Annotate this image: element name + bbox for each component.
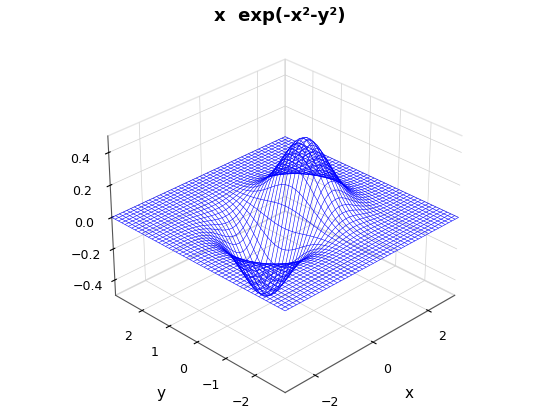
- X-axis label: x: x: [405, 386, 414, 401]
- Title: x  exp(-x²-y²): x exp(-x²-y²): [214, 7, 346, 25]
- Y-axis label: y: y: [156, 386, 165, 401]
